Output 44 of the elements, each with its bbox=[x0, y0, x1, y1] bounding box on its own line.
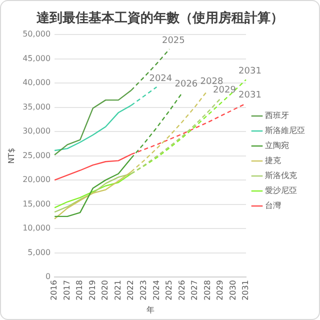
x-tick-label: 2028 bbox=[202, 280, 212, 300]
annotation: 2025 bbox=[162, 36, 185, 46]
x-tick-label: 2020 bbox=[100, 280, 110, 300]
legend-label: 西班牙 bbox=[265, 111, 289, 120]
y-tick-label: 10,000 bbox=[22, 224, 51, 233]
annotation: 2031 bbox=[238, 90, 262, 100]
annotation: 2028 bbox=[200, 77, 224, 88]
x-tick-label: 2024 bbox=[152, 280, 161, 300]
chart-title: 達到最佳基本工資的年數（使用房租計算） bbox=[36, 10, 284, 26]
x-tick-label: 2022 bbox=[126, 280, 136, 300]
x-tick-label: 2023 bbox=[138, 280, 148, 300]
y-tick-label: 0 bbox=[46, 272, 51, 282]
y-tick-label: 5,000 bbox=[28, 248, 51, 257]
legend-label: 愛沙尼亞 bbox=[265, 186, 297, 196]
y-tick-label: 50,000 bbox=[22, 30, 51, 39]
x-tick-label: 2030 bbox=[228, 280, 238, 300]
x-tick-label: 2018 bbox=[75, 280, 84, 300]
annotation: 2031 bbox=[238, 66, 262, 77]
legend-label: 斯洛伐克 bbox=[265, 171, 297, 180]
annotation: 2026 bbox=[174, 80, 198, 90]
legend-label: 捷克 bbox=[265, 156, 281, 166]
y-axis-title: NT$ bbox=[6, 148, 16, 164]
y-tick-label: 35,000 bbox=[22, 102, 51, 112]
y-tick-label: 40,000 bbox=[22, 78, 51, 88]
annotation: 2029 bbox=[213, 85, 236, 96]
x-tick-label: 2029 bbox=[216, 280, 225, 300]
annotation: 2024 bbox=[149, 74, 172, 84]
legend-label: 立陶宛 bbox=[265, 141, 289, 150]
y-tick-label: 30,000 bbox=[22, 126, 51, 136]
x-tick-label: 2016 bbox=[50, 280, 59, 300]
y-tick-label: 25,000 bbox=[22, 150, 51, 160]
x-tick-label: 2026 bbox=[177, 280, 186, 300]
x-tick-label: 2031 bbox=[241, 280, 250, 300]
x-axis-title: 年 bbox=[146, 305, 154, 314]
y-tick-label: 20,000 bbox=[22, 175, 51, 184]
x-tick-label: 2025 bbox=[164, 280, 174, 300]
x-tick-label: 2021 bbox=[113, 280, 122, 300]
x-tick-label: 2017 bbox=[62, 280, 72, 300]
y-tick-label: 45,000 bbox=[22, 54, 51, 63]
y-tick-label: 15,000 bbox=[22, 199, 51, 208]
legend-label: 台灣 bbox=[265, 201, 281, 210]
x-tick-label: 2027 bbox=[190, 280, 200, 300]
x-tick-label: 2019 bbox=[88, 280, 97, 300]
legend-label: 斯洛維尼亞 bbox=[265, 126, 305, 136]
